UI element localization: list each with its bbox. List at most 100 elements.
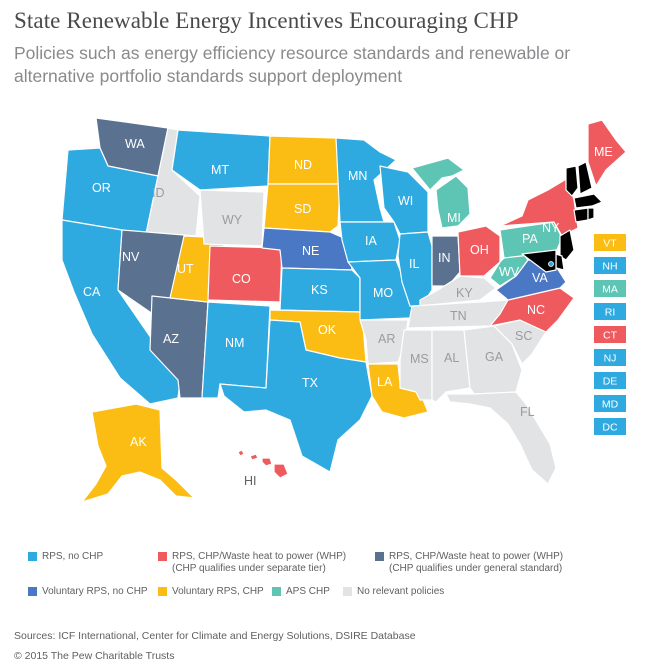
label-OK: OK [318, 323, 337, 337]
copyright-note: © 2015 The Pew Charitable Trusts [14, 650, 175, 662]
legend-label: Voluntary RPS, no CHP [42, 586, 148, 597]
state-ME[interactable] [587, 119, 627, 187]
legend-label: APS CHP [286, 586, 330, 597]
ne-box-MD[interactable] [594, 395, 626, 412]
state-HI[interactable] [237, 449, 289, 479]
label-TX: TX [302, 376, 319, 390]
label-CO: CO [232, 272, 251, 286]
legend-label: RPS, no CHP [42, 551, 104, 562]
label-NC: NC [527, 303, 545, 317]
label-KY: KY [456, 286, 473, 300]
ne-box-NH[interactable] [594, 257, 626, 274]
state-MI[interactable] [411, 157, 471, 229]
state-NC[interactable] [489, 287, 575, 333]
label-FL: FL [520, 405, 535, 419]
state-SD[interactable] [263, 183, 341, 233]
label-AK: AK [130, 435, 147, 449]
ne-box-label-DE: DE [603, 376, 618, 388]
map-title: State Renewable Energy Incentives Encour… [14, 8, 519, 33]
legend-label: Voluntary RPS, CHP [172, 586, 264, 597]
state-RI[interactable] [587, 207, 595, 221]
ne-box-label-VT: VT [603, 238, 617, 250]
legend-swatch [28, 552, 37, 561]
label-GA: GA [485, 350, 504, 364]
state-VT[interactable] [565, 165, 579, 197]
ne-box-NJ[interactable] [594, 349, 626, 366]
ne-box-label-RI: RI [605, 307, 616, 319]
state-PA[interactable] [499, 221, 563, 259]
state-FL[interactable] [445, 391, 557, 485]
state-NJ[interactable] [559, 229, 575, 261]
ne-box-label-NJ: NJ [604, 353, 617, 365]
label-IA: IA [365, 234, 377, 248]
ne-box-label-NH: NH [602, 261, 617, 273]
dc-marker [548, 261, 554, 267]
label-NY: NY [542, 221, 560, 235]
label-ME: ME [594, 145, 613, 159]
ne-box-label-CT: CT [603, 330, 618, 342]
state-AL[interactable] [431, 329, 471, 403]
state-TX[interactable] [219, 319, 373, 473]
ne-box-VT[interactable] [594, 234, 626, 251]
label-IN: IN [438, 251, 451, 265]
state-MT[interactable] [171, 129, 271, 191]
legend-label: RPS, CHP/Waste heat to power (WHP) [172, 551, 347, 562]
label-MO: MO [373, 286, 393, 300]
legend-swatch [375, 552, 384, 561]
label-OR: OR [92, 181, 111, 195]
label-WI: WI [398, 194, 413, 208]
label-WY: WY [222, 213, 243, 227]
label-MT: MT [211, 163, 229, 177]
legend-swatch [158, 587, 167, 596]
legend-swatch [28, 587, 37, 596]
state-LA[interactable] [367, 363, 429, 419]
map-subtitle: Policies such as energy efficiency resou… [14, 43, 571, 86]
label-UT: UT [177, 262, 194, 276]
ne-box-label-MA: MA [602, 284, 618, 296]
ne-box-CT[interactable] [594, 326, 626, 343]
sources-note: Sources: ICF International, Center for C… [14, 630, 416, 642]
label-ID: ID [152, 186, 165, 200]
label-NE: NE [302, 244, 319, 258]
label-NV: NV [122, 250, 140, 264]
ne-box-RI[interactable] [594, 303, 626, 320]
label-SC: SC [515, 329, 532, 343]
ne-box-MA[interactable] [594, 280, 626, 297]
legend-sublabel: (CHP qualifies under separate tier) [172, 563, 326, 574]
label-WV: WV [499, 265, 520, 279]
label-WA: WA [125, 137, 145, 151]
legend-swatch [343, 587, 352, 596]
label-AR: AR [378, 332, 395, 346]
state-MD[interactable] [521, 249, 557, 273]
label-KS: KS [311, 283, 328, 297]
label-PA: PA [522, 232, 538, 246]
label-IL: IL [409, 257, 419, 271]
ne-box-label-MD: MD [602, 399, 619, 411]
state-CT[interactable] [573, 207, 589, 223]
label-SD: SD [294, 202, 311, 216]
ne-box-DE[interactable] [594, 372, 626, 389]
state-AR[interactable] [359, 319, 409, 365]
legend-sublabel: (CHP qualifies under general standard) [389, 563, 563, 574]
state-NM[interactable] [201, 301, 271, 399]
label-AZ: AZ [163, 332, 179, 346]
label-NM: NM [225, 336, 244, 350]
ne-box-DC[interactable] [594, 418, 626, 435]
label-CA: CA [83, 285, 101, 299]
label-MI: MI [447, 211, 461, 225]
label-ND: ND [294, 158, 312, 172]
label-MS: MS [410, 352, 429, 366]
state-AK[interactable] [81, 403, 195, 503]
ne-box-label-DC: DC [602, 422, 618, 434]
label-LA: LA [377, 375, 393, 389]
label-TN: TN [450, 309, 467, 323]
state-MA[interactable] [573, 193, 603, 209]
legend-label: RPS, CHP/Waste heat to power (WHP) [389, 551, 564, 562]
label-HI: HI [244, 474, 257, 488]
legend-label: No relevant policies [357, 586, 445, 597]
label-OH: OH [470, 243, 489, 257]
state-IN[interactable] [431, 235, 461, 287]
state-NH[interactable] [577, 161, 593, 195]
